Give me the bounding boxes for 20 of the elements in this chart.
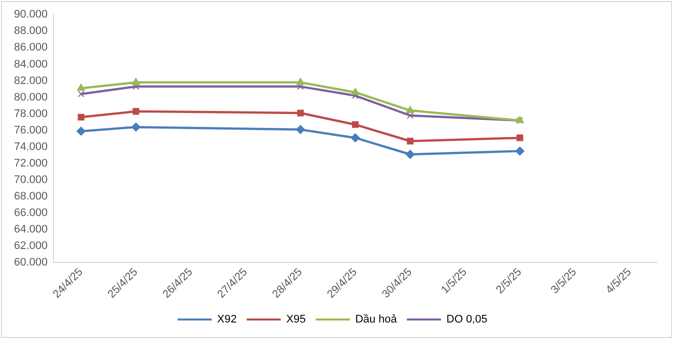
y-tick-label: 80.000 (14, 91, 48, 104)
legend-label: DO 0,05 (446, 314, 488, 326)
y-tick-label: 78.000 (14, 108, 48, 120)
y-tick-label: 62.000 (14, 240, 48, 252)
y-tick-label: 60.000 (14, 256, 48, 269)
y-tick-label: 84.000 (14, 58, 48, 70)
y-tick-label: 90.000 (14, 8, 48, 21)
y-tick-label: 70.000 (14, 174, 48, 186)
y-tick-label: 64.000 (14, 224, 48, 236)
legend-label: X95 (286, 314, 306, 326)
y-tick-label: 72.000 (14, 158, 48, 170)
legend-label: Dầu hoả (355, 314, 398, 326)
y-tick-label: 86.000 (14, 42, 48, 54)
y-tick-label: 88.000 (14, 25, 48, 38)
y-tick-label: 68.000 (14, 190, 48, 203)
y-tick-label: 82.000 (14, 74, 48, 87)
y-tick-label: 76.000 (14, 124, 48, 136)
legend-label: X92 (217, 314, 237, 326)
y-tick-label: 66.000 (14, 207, 48, 220)
y-tick-label: 74.000 (14, 140, 48, 153)
